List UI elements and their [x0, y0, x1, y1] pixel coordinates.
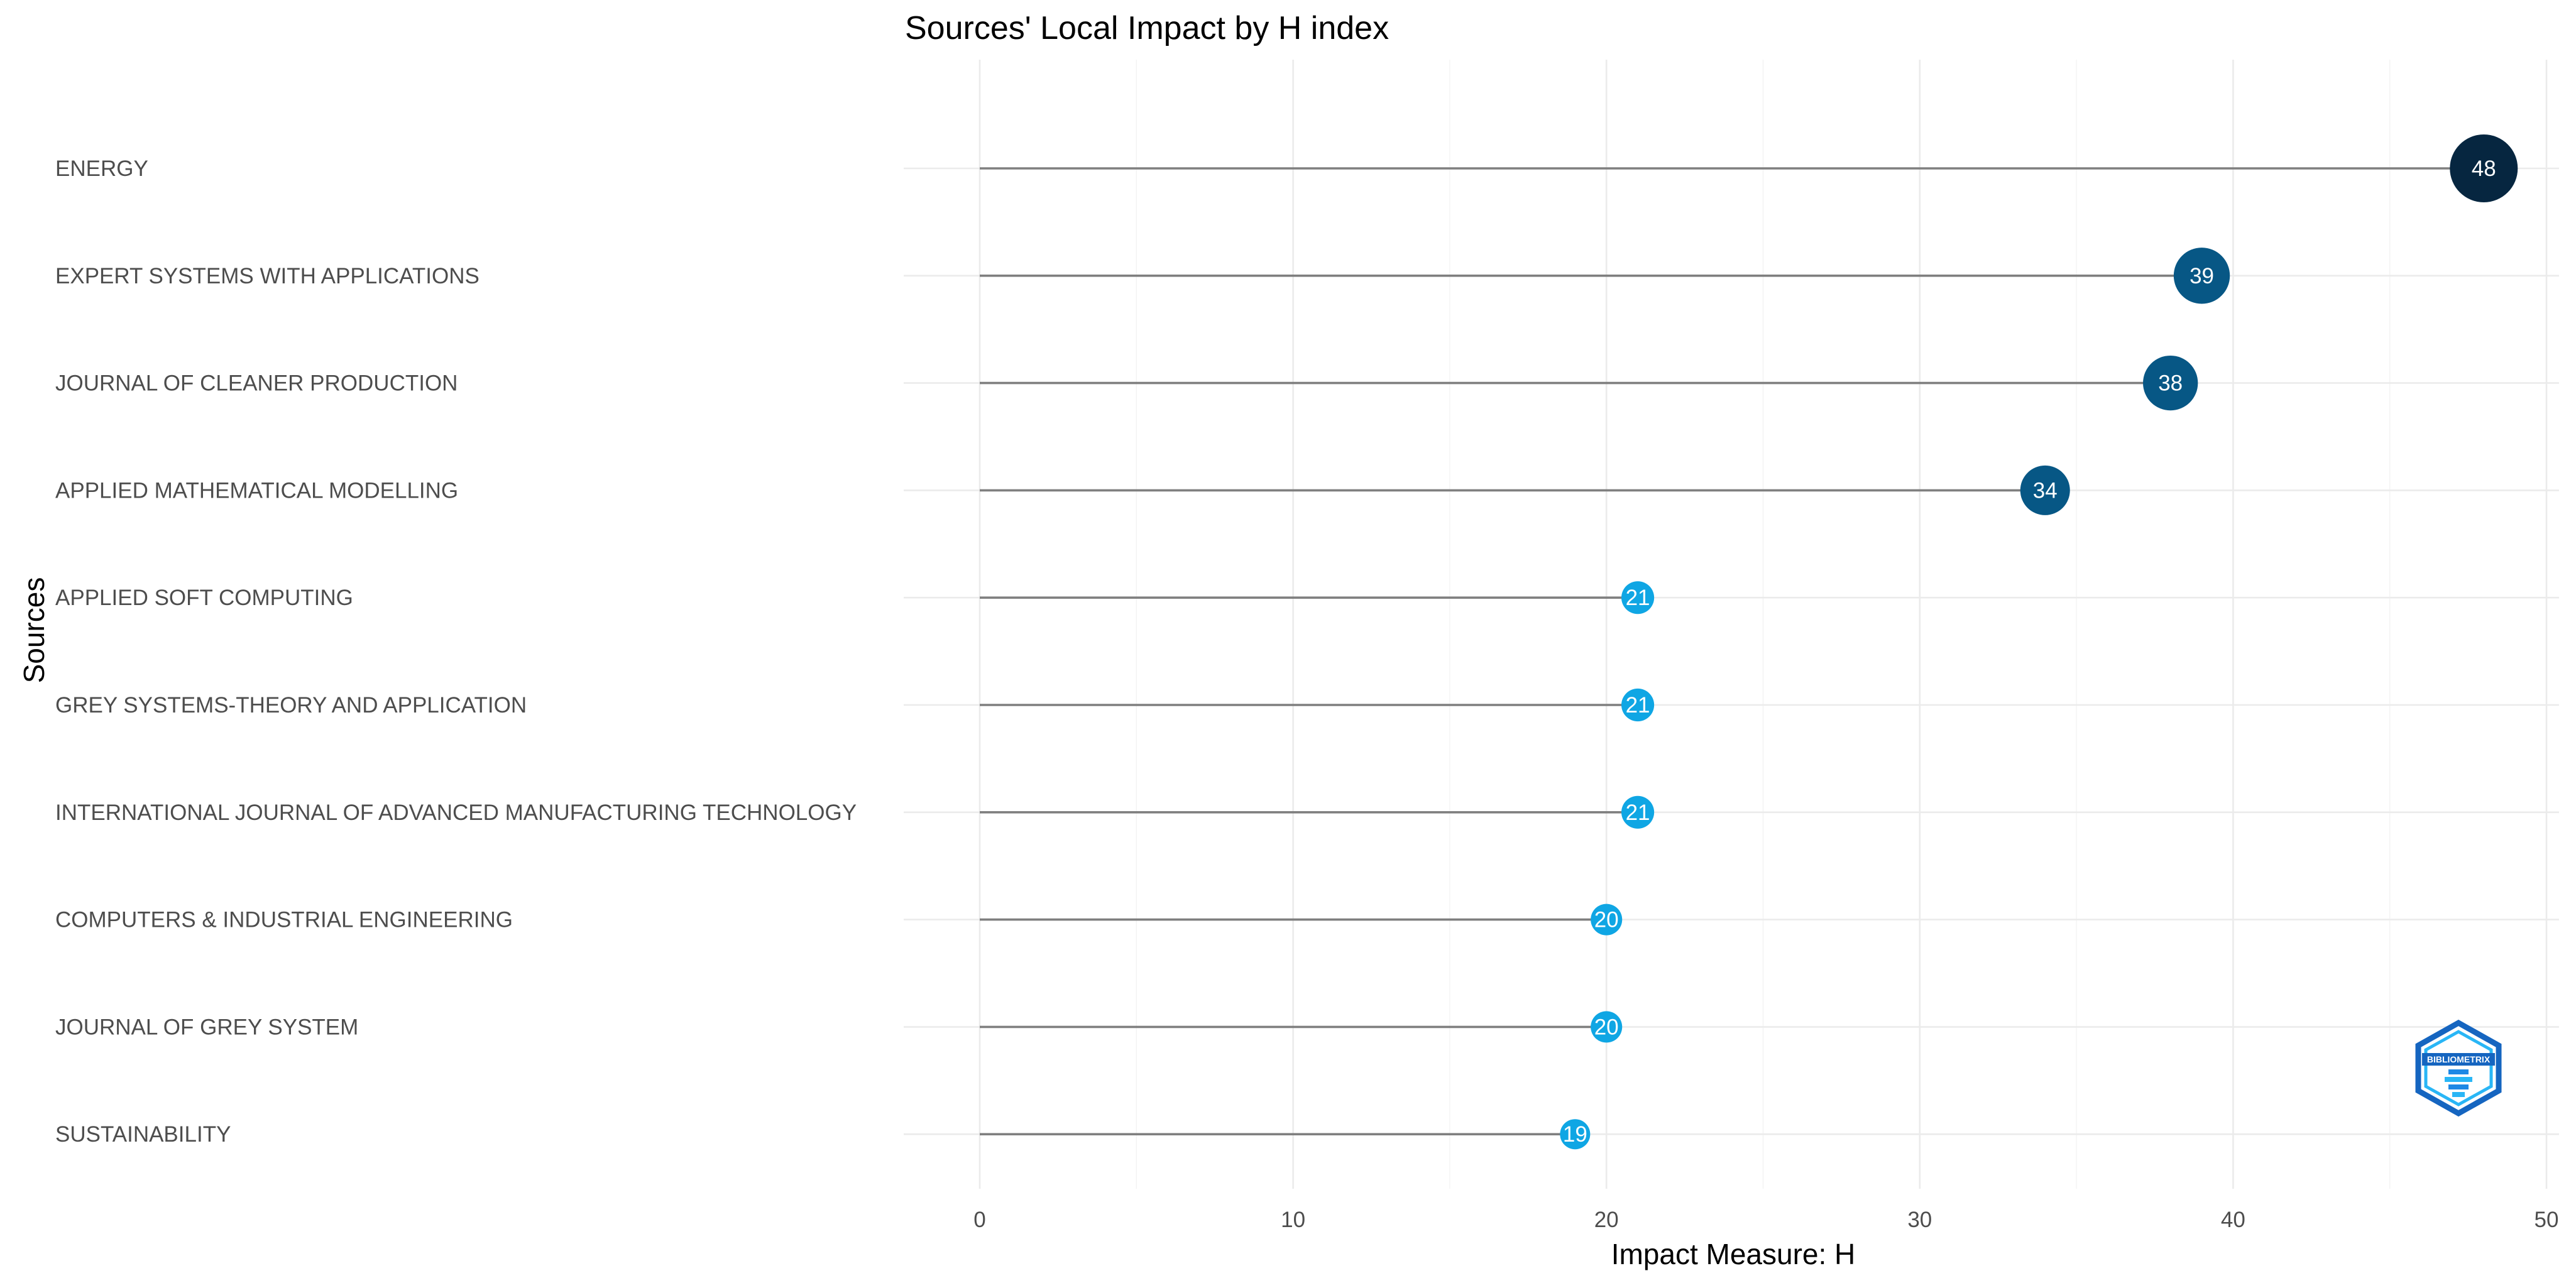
x-axis-title: Impact Measure: H	[1611, 1238, 1856, 1270]
category-labels: ENERGY EXPERT SYSTEMS WITH APPLICATIONS JO…	[55, 156, 857, 1147]
lollipop-dot	[1591, 904, 1623, 936]
x-tick-label: 50	[2535, 1208, 2559, 1232]
y-axis-title: Sources	[18, 577, 50, 684]
lollipop-dot	[2143, 355, 2198, 411]
x-tick-label: 20	[1594, 1208, 1619, 1232]
lollipop-dot	[1591, 1011, 1623, 1043]
chart-title: Sources' Local Impact by H index	[905, 10, 1389, 46]
x-tick-label: 0	[973, 1208, 985, 1232]
lollipop-segments	[980, 167, 2484, 1135]
category-label: ENERGY	[55, 156, 148, 181]
data-label: 19	[1563, 1122, 1587, 1147]
data-label: 21	[1626, 693, 1650, 718]
category-label: APPLIED MATHEMATICAL MODELLING	[55, 478, 458, 503]
x-tick-label: 10	[1281, 1208, 1305, 1232]
lollipop-dot	[2020, 465, 2070, 515]
lollipop-dots: 48 39 38 34 21 21 21 20 20 19	[1560, 134, 2518, 1150]
x-tick-labels: 0 10 20 30 40 50	[973, 1208, 2558, 1232]
logo-text: BIBLIOMETRIX	[2427, 1054, 2491, 1064]
category-label: JOURNAL OF CLEANER PRODUCTION	[55, 371, 458, 396]
category-label: EXPERT SYSTEMS WITH APPLICATIONS	[55, 264, 480, 288]
data-label: 34	[2033, 478, 2058, 503]
data-label: 20	[1594, 1015, 1619, 1039]
category-label: SUSTAINABILITY	[55, 1122, 231, 1147]
data-label: 48	[2472, 156, 2496, 181]
data-label: 39	[2190, 264, 2214, 288]
category-label: APPLIED SOFT COMPUTING	[55, 586, 353, 610]
lollipop-dot	[2173, 248, 2230, 304]
lollipop-dot	[1621, 581, 1655, 614]
x-tick-label: 40	[2221, 1208, 2245, 1232]
lollipop-dot	[1621, 795, 1655, 829]
data-label: 20	[1594, 908, 1619, 932]
lollipop-dot	[1560, 1119, 1591, 1150]
x-tick-label: 30	[1907, 1208, 1932, 1232]
data-label: 21	[1626, 800, 1650, 825]
category-label: JOURNAL OF GREY SYSTEM	[55, 1015, 358, 1039]
lollipop-dot	[1621, 688, 1655, 722]
data-label: 21	[1626, 586, 1650, 610]
data-label: 38	[2158, 371, 2183, 396]
bibliometrix-logo: BIBLIOMETRIX	[2415, 1019, 2502, 1117]
grid	[904, 60, 2559, 1189]
lollipop-dot	[2450, 134, 2518, 202]
category-label: COMPUTERS & INDUSTRIAL ENGINEERING	[55, 908, 513, 932]
category-label: GREY SYSTEMS-THEORY AND APPLICATION	[55, 693, 527, 718]
category-label: INTERNATIONAL JOURNAL OF ADVANCED MANUFA…	[55, 800, 857, 825]
